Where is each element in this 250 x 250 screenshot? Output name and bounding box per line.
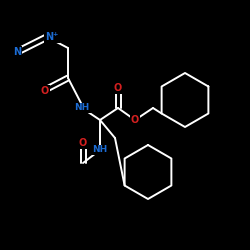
Text: NH: NH bbox=[92, 146, 108, 154]
Text: O: O bbox=[131, 115, 139, 125]
Text: O: O bbox=[41, 86, 49, 96]
Text: NH: NH bbox=[74, 104, 90, 112]
Text: N⁺: N⁺ bbox=[45, 32, 59, 42]
Text: O: O bbox=[79, 138, 87, 148]
Text: O: O bbox=[114, 83, 122, 93]
Text: N: N bbox=[13, 47, 21, 57]
